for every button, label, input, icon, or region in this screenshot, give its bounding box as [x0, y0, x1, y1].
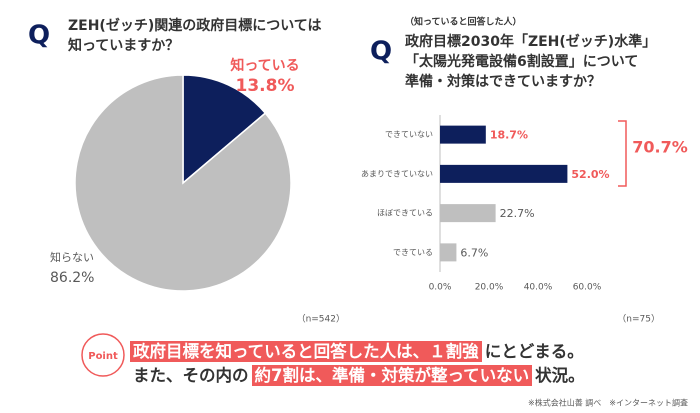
note: （n=542）	[297, 314, 345, 325]
x-tick-label: 40.0%	[524, 283, 553, 293]
point-badge: Point	[88, 351, 118, 362]
pie-slice	[182, 74, 267, 185]
x-tick-label: 20.0%	[475, 283, 504, 293]
slice-label: 知らない	[50, 250, 94, 264]
note: （n=75）	[617, 314, 660, 325]
chart-title: 準備・対策はできていますか？	[405, 73, 601, 90]
y-tick-label: できていない	[385, 130, 433, 139]
y-tick-label: あまりできていない	[361, 169, 433, 178]
point-line: 政府目標を知っていると回答した人は、１割強 にとどまる。	[130, 340, 588, 364]
x-tick-label: 60.0%	[573, 283, 602, 293]
highlight-text: 約7割は、準備・対策が整っていない	[251, 365, 533, 386]
q-label: Q	[28, 21, 50, 51]
value-label: 52.0%	[571, 168, 609, 181]
point-text: 政府目標を知っていると回答した人は、１割強 にとどまる。 また、その内の 約7割は、準…	[130, 340, 588, 388]
pie-slice	[74, 74, 292, 292]
bar	[440, 125, 486, 144]
chart-title: ZEH(ゼッチ)関連の政府目標については	[68, 17, 322, 34]
highlight-text: 政府目標を知っていると回答した人は、１割強	[130, 341, 482, 362]
annotation: 70.7%	[632, 138, 688, 157]
y-tick-label: できている	[393, 248, 433, 257]
point-text-segment: にとどまる。	[484, 342, 584, 361]
bar	[440, 204, 496, 223]
chart-title: 「太陽光発電設備6割設置」について	[405, 53, 638, 70]
chart-title: 政府目標2030年「ZEH(ゼッチ)水準」	[405, 33, 656, 50]
q-label: Q	[370, 37, 392, 67]
point-text-segment: 状況。	[535, 366, 585, 385]
y-tick-label: ほぼできている	[377, 209, 433, 218]
slice-label: 知っている	[230, 57, 299, 74]
subtitle: （知っていると回答した人）	[405, 16, 522, 28]
value-label: 18.7%	[490, 129, 528, 142]
x-tick-label: 0.0%	[429, 283, 452, 293]
bar	[440, 243, 457, 262]
slice-value: 13.8%	[236, 76, 295, 96]
chart-title: 知っていますか？	[68, 37, 179, 54]
point-text-segment: また、その内の	[133, 366, 249, 385]
value-label: 6.7%	[460, 246, 488, 259]
point-badge-circle	[81, 333, 125, 377]
value-label: 22.7%	[500, 207, 535, 220]
bar	[440, 164, 568, 183]
source: ※株式会社山善 調べ ※インターネット調査	[528, 398, 688, 408]
slice-value: 86.2%	[50, 270, 94, 286]
bracket	[618, 120, 627, 187]
point-line: また、その内の 約7割は、準備・対策が整っていない 状況。	[130, 364, 588, 388]
